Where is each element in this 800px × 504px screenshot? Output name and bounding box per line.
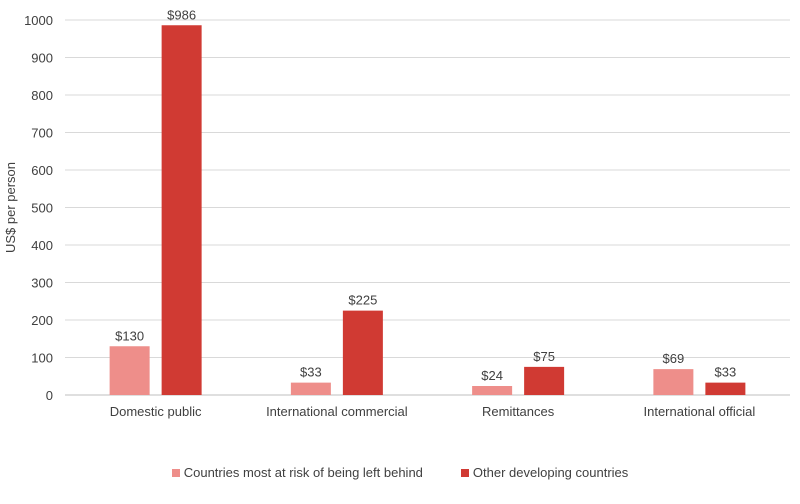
y-tick-label: 600 — [31, 163, 53, 178]
y-tick-label: 700 — [31, 126, 53, 141]
data-label: $69 — [663, 351, 685, 366]
y-tick-label: 800 — [31, 88, 53, 103]
bar-at-risk — [472, 386, 513, 395]
y-tick-label: 0 — [46, 388, 53, 403]
data-label: $986 — [167, 7, 196, 22]
bar-other — [342, 310, 383, 395]
data-label: $130 — [115, 328, 144, 343]
data-label: $24 — [481, 368, 503, 383]
bar-other — [705, 382, 746, 395]
legend: Countries most at risk of being left beh… — [0, 465, 800, 480]
y-axis-label: US$ per person — [3, 162, 18, 253]
y-tick-label: 400 — [31, 238, 53, 253]
legend-item-other: Other developing countries — [460, 465, 629, 480]
y-tick-label: 100 — [31, 351, 53, 366]
y-tick-label: 900 — [31, 51, 53, 66]
legend-label: Other developing countries — [472, 465, 629, 480]
x-tick-label: International commercial — [266, 404, 408, 419]
legend-swatch — [171, 468, 180, 477]
legend-item-at-risk: Countries most at risk of being left beh… — [171, 465, 423, 480]
bar-at-risk — [290, 382, 331, 395]
x-tick-label: Domestic public — [110, 404, 202, 419]
x-tick-label: International official — [643, 404, 755, 419]
bar-other — [524, 366, 565, 395]
legend-label: Countries most at risk of being left beh… — [183, 465, 423, 480]
data-label: $33 — [715, 365, 737, 380]
data-label: $33 — [300, 365, 322, 380]
bar-at-risk — [653, 369, 694, 395]
bar-other — [161, 25, 202, 395]
y-tick-label: 200 — [31, 313, 53, 328]
legend-swatch — [460, 468, 469, 477]
data-label: $225 — [348, 293, 377, 308]
y-tick-label: 300 — [31, 276, 53, 291]
data-label: $75 — [533, 349, 555, 364]
y-tick-label: 500 — [31, 201, 53, 216]
bar-at-risk — [109, 346, 150, 395]
x-tick-label: Remittances — [482, 404, 555, 419]
y-tick-label: 1000 — [24, 13, 53, 28]
